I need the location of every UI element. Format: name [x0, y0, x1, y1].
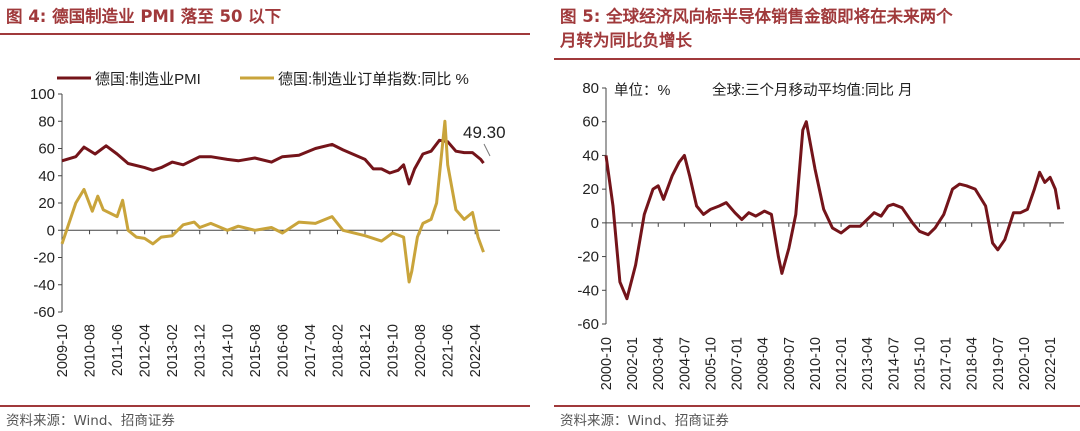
- x-tick-label: 2008-04: [756, 337, 772, 390]
- x-tick-label: 2011-06: [110, 324, 126, 376]
- legend-label-orders: 德国:制造业订单指数:同比 %: [278, 70, 469, 88]
- y-tick-label: -60: [33, 304, 55, 321]
- top-rule: [554, 58, 1080, 60]
- series-line-1: [604, 120, 1061, 301]
- x-tick-label: 2019-10: [386, 324, 402, 377]
- x-tick-label: 2017-04: [303, 324, 319, 377]
- x-tick-label: 2022-04: [468, 324, 484, 377]
- x-tick-label: 2002-01: [625, 337, 641, 390]
- figure-4-label: 图 4:: [6, 7, 47, 26]
- y-tick-label: 60: [582, 114, 599, 131]
- y-tick-label: 0: [47, 222, 55, 239]
- x-tick-label: 2016-06: [275, 324, 291, 377]
- source-note: 资料来源：Wind、招商证券: [6, 413, 175, 429]
- legend-label-global: 全球:三个月移动平均值:同比 月: [712, 81, 913, 99]
- x-tick-label: 2013-04: [860, 337, 876, 390]
- x-tick-label: 2019-07: [991, 337, 1007, 390]
- y-tick-label: -60: [577, 316, 599, 333]
- figure-5-label: 图 5:: [560, 7, 601, 26]
- figure-4-title-text: 德国制造业 PMI 落至 50 以下: [52, 7, 282, 26]
- y-tick-label: 80: [38, 113, 55, 130]
- figure-5-title: 图 5: 全球经济风向标半导体销售金额即将在未来两个 月转为同比负增长: [560, 4, 953, 53]
- x-tick-label: 2000-10: [599, 337, 615, 390]
- annotation-leader-line: [483, 143, 491, 157]
- y-tick-label: 40: [38, 168, 55, 185]
- y-tick-label: -40: [33, 277, 55, 294]
- bottom-rule: [0, 405, 530, 407]
- x-tick-label: 2004-07: [677, 337, 693, 390]
- source-note: 资料来源：Wind、招商证券: [560, 413, 729, 429]
- y-tick-label: 20: [582, 181, 599, 198]
- y-tick-label: 80: [582, 80, 599, 97]
- y-tick-label: -20: [33, 250, 55, 267]
- figure-5-panel: 图 5: 全球经济风向标半导体销售金额即将在未来两个 月转为同比负增长 80 60…: [554, 0, 1080, 431]
- x-tick-label: 2014-07: [886, 337, 902, 390]
- y-tick-label: -40: [577, 282, 599, 299]
- x-tick-label: 2003-04: [651, 337, 667, 390]
- figure-5-title-text: 全球经济风向标半导体销售金额即将在未来两个: [606, 7, 953, 26]
- figure-4-panel: 图 4: 德国制造业 PMI 落至 50 以下 100 80 60 40 20 0 -20 -…: [0, 0, 530, 431]
- unit-label: 单位：%: [614, 82, 670, 99]
- x-tick-label: 2018-04: [965, 337, 981, 390]
- y-tick-label: 100: [30, 86, 55, 103]
- x-tick-label: 2007-01: [730, 337, 746, 390]
- x-tick-label: 2022-01: [1043, 337, 1059, 390]
- x-tick-label: 2012-04: [138, 324, 154, 377]
- x-tick-label: 2017-01: [939, 337, 955, 390]
- legend-label-pmi: 德国:制造业PMI: [95, 70, 201, 88]
- top-rule: [0, 33, 530, 35]
- x-tick-label: 2009-07: [782, 337, 798, 390]
- x-tick-label: 2010-08: [83, 324, 99, 377]
- x-tick-label: 2014-10: [220, 324, 236, 377]
- x-tick-label: 2020-10: [1017, 337, 1033, 390]
- last-value-annotation: 49.30: [463, 123, 506, 142]
- y-tick-label: 0: [591, 215, 599, 232]
- x-tick-label: 2015-10: [912, 337, 928, 390]
- series-line-1: [61, 138, 485, 186]
- x-tick-label: 2013-12: [193, 324, 209, 377]
- x-tick-label: 2013-02: [165, 324, 181, 377]
- figure-4-title: 图 4: 德国制造业 PMI 落至 50 以下: [6, 4, 281, 29]
- y-tick-label: 20: [38, 195, 55, 212]
- x-tick-label: 2012-01: [834, 337, 850, 390]
- x-tick-label: 2020-08: [413, 324, 429, 377]
- series-line-2: [60, 119, 485, 284]
- figure-5-title-line1: 图 5: 全球经济风向标半导体销售金额即将在未来两个: [560, 4, 953, 29]
- x-tick-label: 2015-08: [248, 324, 264, 377]
- x-tick-label: 2021-06: [441, 324, 457, 377]
- x-tick-label: 2018-02: [330, 324, 346, 377]
- bottom-rule: [554, 405, 1080, 407]
- y-tick-label: 60: [38, 141, 55, 158]
- y-tick-label: -20: [577, 249, 599, 266]
- figure-5-title-line2: 月转为同比负增长: [560, 31, 692, 50]
- x-tick-label: 2005-10: [703, 337, 719, 390]
- x-tick-label: 2009-10: [55, 324, 71, 377]
- x-tick-label: 2018-12: [358, 324, 374, 377]
- y-tick-label: 40: [582, 147, 599, 164]
- x-tick-label: 2010-10: [808, 337, 824, 390]
